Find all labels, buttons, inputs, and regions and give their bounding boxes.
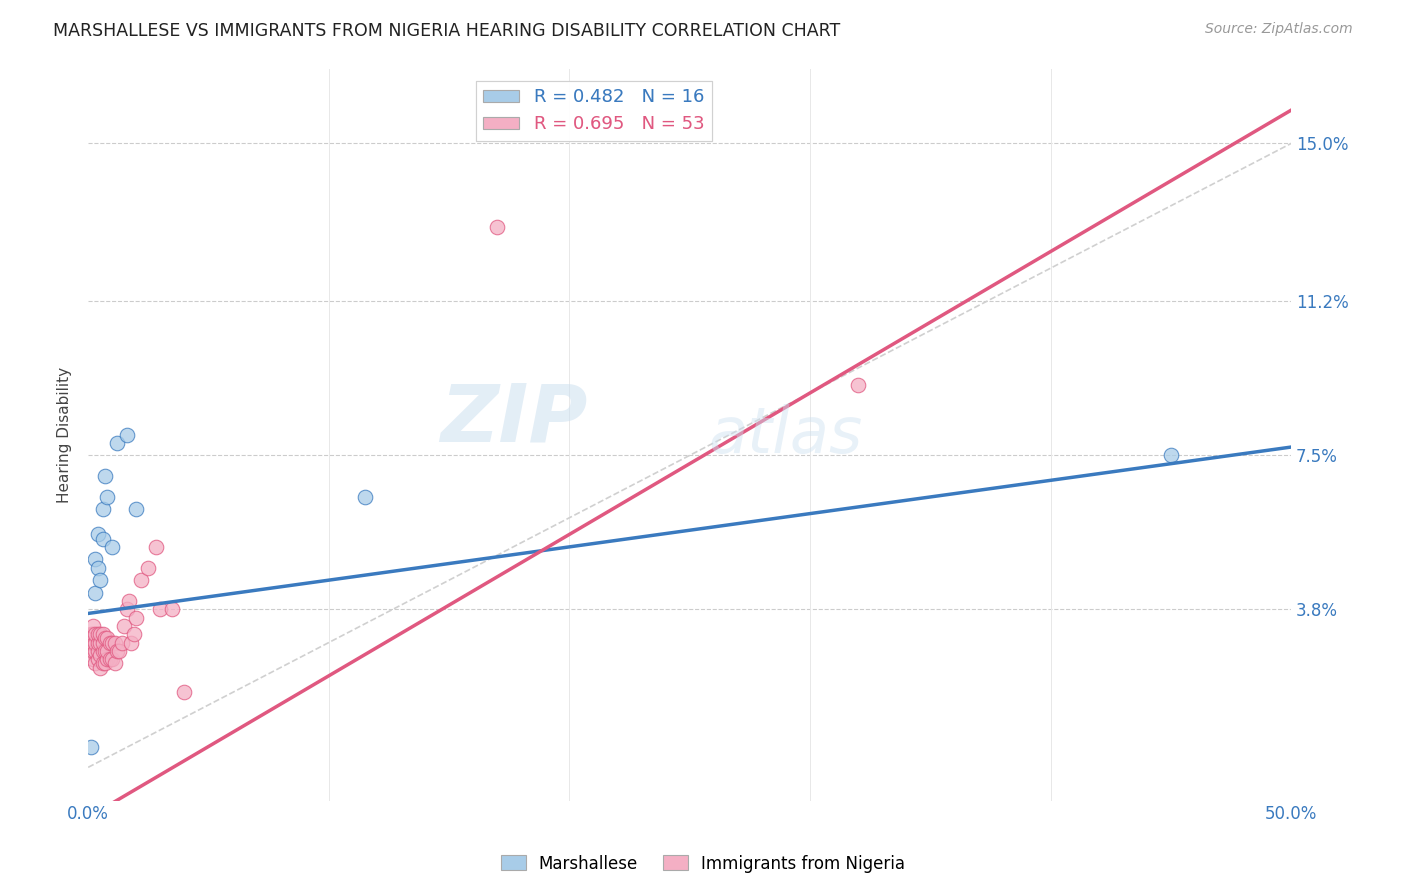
Point bbox=[82, 644, 104, 658]
Point bbox=[91, 532, 114, 546]
Point bbox=[87, 635, 110, 649]
Point bbox=[84, 644, 107, 658]
Point bbox=[91, 644, 114, 658]
Point bbox=[115, 602, 138, 616]
Point bbox=[122, 627, 145, 641]
Point bbox=[96, 644, 118, 658]
Point bbox=[125, 502, 148, 516]
Point bbox=[79, 739, 101, 754]
Point bbox=[101, 540, 124, 554]
Point bbox=[98, 652, 121, 666]
Point bbox=[94, 632, 117, 646]
Point bbox=[84, 635, 107, 649]
Point bbox=[79, 644, 101, 658]
Point bbox=[91, 635, 114, 649]
Point bbox=[91, 627, 114, 641]
Point bbox=[87, 527, 110, 541]
Point bbox=[105, 644, 128, 658]
Point bbox=[87, 644, 110, 658]
Point bbox=[112, 619, 135, 633]
Y-axis label: Hearing Disability: Hearing Disability bbox=[58, 367, 72, 502]
Point bbox=[115, 427, 138, 442]
Point bbox=[96, 652, 118, 666]
Point bbox=[87, 627, 110, 641]
Text: ZIP: ZIP bbox=[440, 381, 588, 458]
Point bbox=[108, 644, 131, 658]
Point bbox=[91, 657, 114, 671]
Point bbox=[87, 560, 110, 574]
Point bbox=[89, 635, 111, 649]
Point bbox=[162, 602, 184, 616]
Point bbox=[84, 627, 107, 641]
Point bbox=[105, 436, 128, 450]
Point bbox=[82, 652, 104, 666]
Point bbox=[1160, 449, 1182, 463]
Point bbox=[89, 573, 111, 587]
Point bbox=[104, 657, 127, 671]
Point bbox=[173, 685, 195, 699]
Text: Source: ZipAtlas.com: Source: ZipAtlas.com bbox=[1205, 22, 1353, 37]
Point bbox=[84, 552, 107, 566]
Point bbox=[82, 635, 104, 649]
Point bbox=[94, 657, 117, 671]
Point bbox=[79, 627, 101, 641]
Point bbox=[118, 594, 141, 608]
Point bbox=[149, 602, 172, 616]
Legend: Marshallese, Immigrants from Nigeria: Marshallese, Immigrants from Nigeria bbox=[494, 848, 912, 880]
Point bbox=[94, 469, 117, 483]
Point bbox=[89, 648, 111, 662]
Point bbox=[98, 635, 121, 649]
Point bbox=[89, 660, 111, 674]
Point bbox=[353, 490, 375, 504]
Point bbox=[82, 619, 104, 633]
Point bbox=[79, 635, 101, 649]
Point bbox=[129, 573, 152, 587]
Point bbox=[486, 219, 509, 234]
Point bbox=[136, 560, 159, 574]
Point bbox=[96, 632, 118, 646]
Point bbox=[846, 377, 869, 392]
Point bbox=[111, 635, 134, 649]
Point bbox=[101, 635, 124, 649]
Point bbox=[145, 540, 167, 554]
Point bbox=[84, 657, 107, 671]
Point bbox=[84, 585, 107, 599]
Text: atlas: atlas bbox=[709, 403, 863, 466]
Point bbox=[96, 490, 118, 504]
Point bbox=[91, 502, 114, 516]
Point bbox=[121, 635, 143, 649]
Point bbox=[82, 627, 104, 641]
Point bbox=[94, 644, 117, 658]
Point bbox=[125, 610, 148, 624]
Point bbox=[101, 652, 124, 666]
Legend: R = 0.482   N = 16, R = 0.695   N = 53: R = 0.482 N = 16, R = 0.695 N = 53 bbox=[477, 81, 711, 141]
Point bbox=[89, 627, 111, 641]
Point bbox=[104, 635, 127, 649]
Point bbox=[87, 652, 110, 666]
Text: MARSHALLESE VS IMMIGRANTS FROM NIGERIA HEARING DISABILITY CORRELATION CHART: MARSHALLESE VS IMMIGRANTS FROM NIGERIA H… bbox=[53, 22, 841, 40]
